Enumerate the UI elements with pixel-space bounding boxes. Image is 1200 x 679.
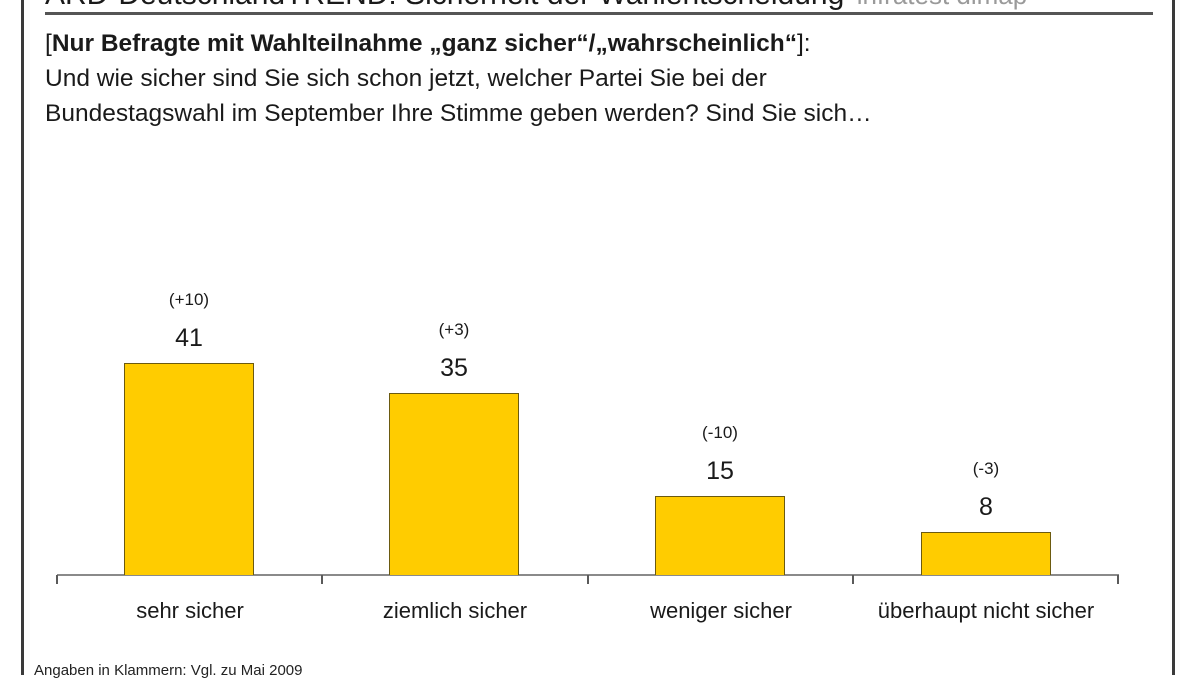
change-label-ziemlich-sicher: (+3) [438, 320, 470, 339]
bar-ziemlich-sicher [389, 393, 519, 575]
axis-tick [852, 575, 854, 584]
question-line-2: Bundestagswahl im September Ihre Stimme … [45, 100, 872, 127]
axis-tick [321, 575, 323, 584]
bar-weniger-sicher [655, 496, 785, 575]
category-label-ziemlich-sicher: ziemlich sicher [382, 598, 528, 623]
value-label-ueberhaupt-nicht-sicher: 8 [979, 493, 993, 521]
bar-ueberhaupt-nicht-sicher [921, 532, 1051, 575]
change-label-sehr-sicher: (+10) [168, 290, 210, 309]
chart-title-row: ARD-DeutschlandTREND: Sicherheit der Wah… [45, 0, 1153, 12]
category-label-sehr-sicher: sehr sicher [136, 598, 244, 623]
footnote: Angaben in Klammern: Vgl. zu Mai 2009 [34, 662, 303, 679]
category-label-weniger-sicher: weniger sicher [650, 598, 792, 623]
value-label-ziemlich-sicher: 35 [440, 354, 468, 382]
question-line-1: Und wie sicher sind Sie sich schon jetzt… [45, 65, 767, 92]
frame-right-border [1172, 0, 1175, 675]
value-label-sehr-sicher: 41 [175, 324, 203, 352]
value-label-weniger-sicher: 15 [706, 457, 734, 485]
chart-title: ARD-DeutschlandTREND: Sicherheit der Wah… [45, 0, 844, 11]
axis-tick [56, 575, 58, 584]
bracket-open: [ [45, 30, 52, 57]
question-filter: [Nur Befragte mit Wahlteilnahme „ganz si… [45, 26, 872, 61]
change-label-ueberhaupt-nicht-sicher: (-3) [972, 459, 1000, 478]
axis-tick [1117, 575, 1119, 584]
bar-sehr-sicher [124, 363, 254, 575]
axis-tick [587, 575, 589, 584]
title-underline [45, 12, 1153, 15]
frame-left-border [21, 0, 24, 675]
question-block: [Nur Befragte mit Wahlteilnahme „ganz si… [45, 26, 872, 131]
change-label-weniger-sicher: (-10) [702, 423, 738, 442]
category-label-ueberhaupt-nicht-sicher: überhaupt nicht sicher [877, 598, 1095, 623]
bracket-close: ]: [796, 30, 811, 57]
filter-text: Nur Befragte mit Wahlteilnahme „ganz sic… [51, 30, 797, 57]
brand-logo-text: infratest dimap [857, 0, 1028, 10]
